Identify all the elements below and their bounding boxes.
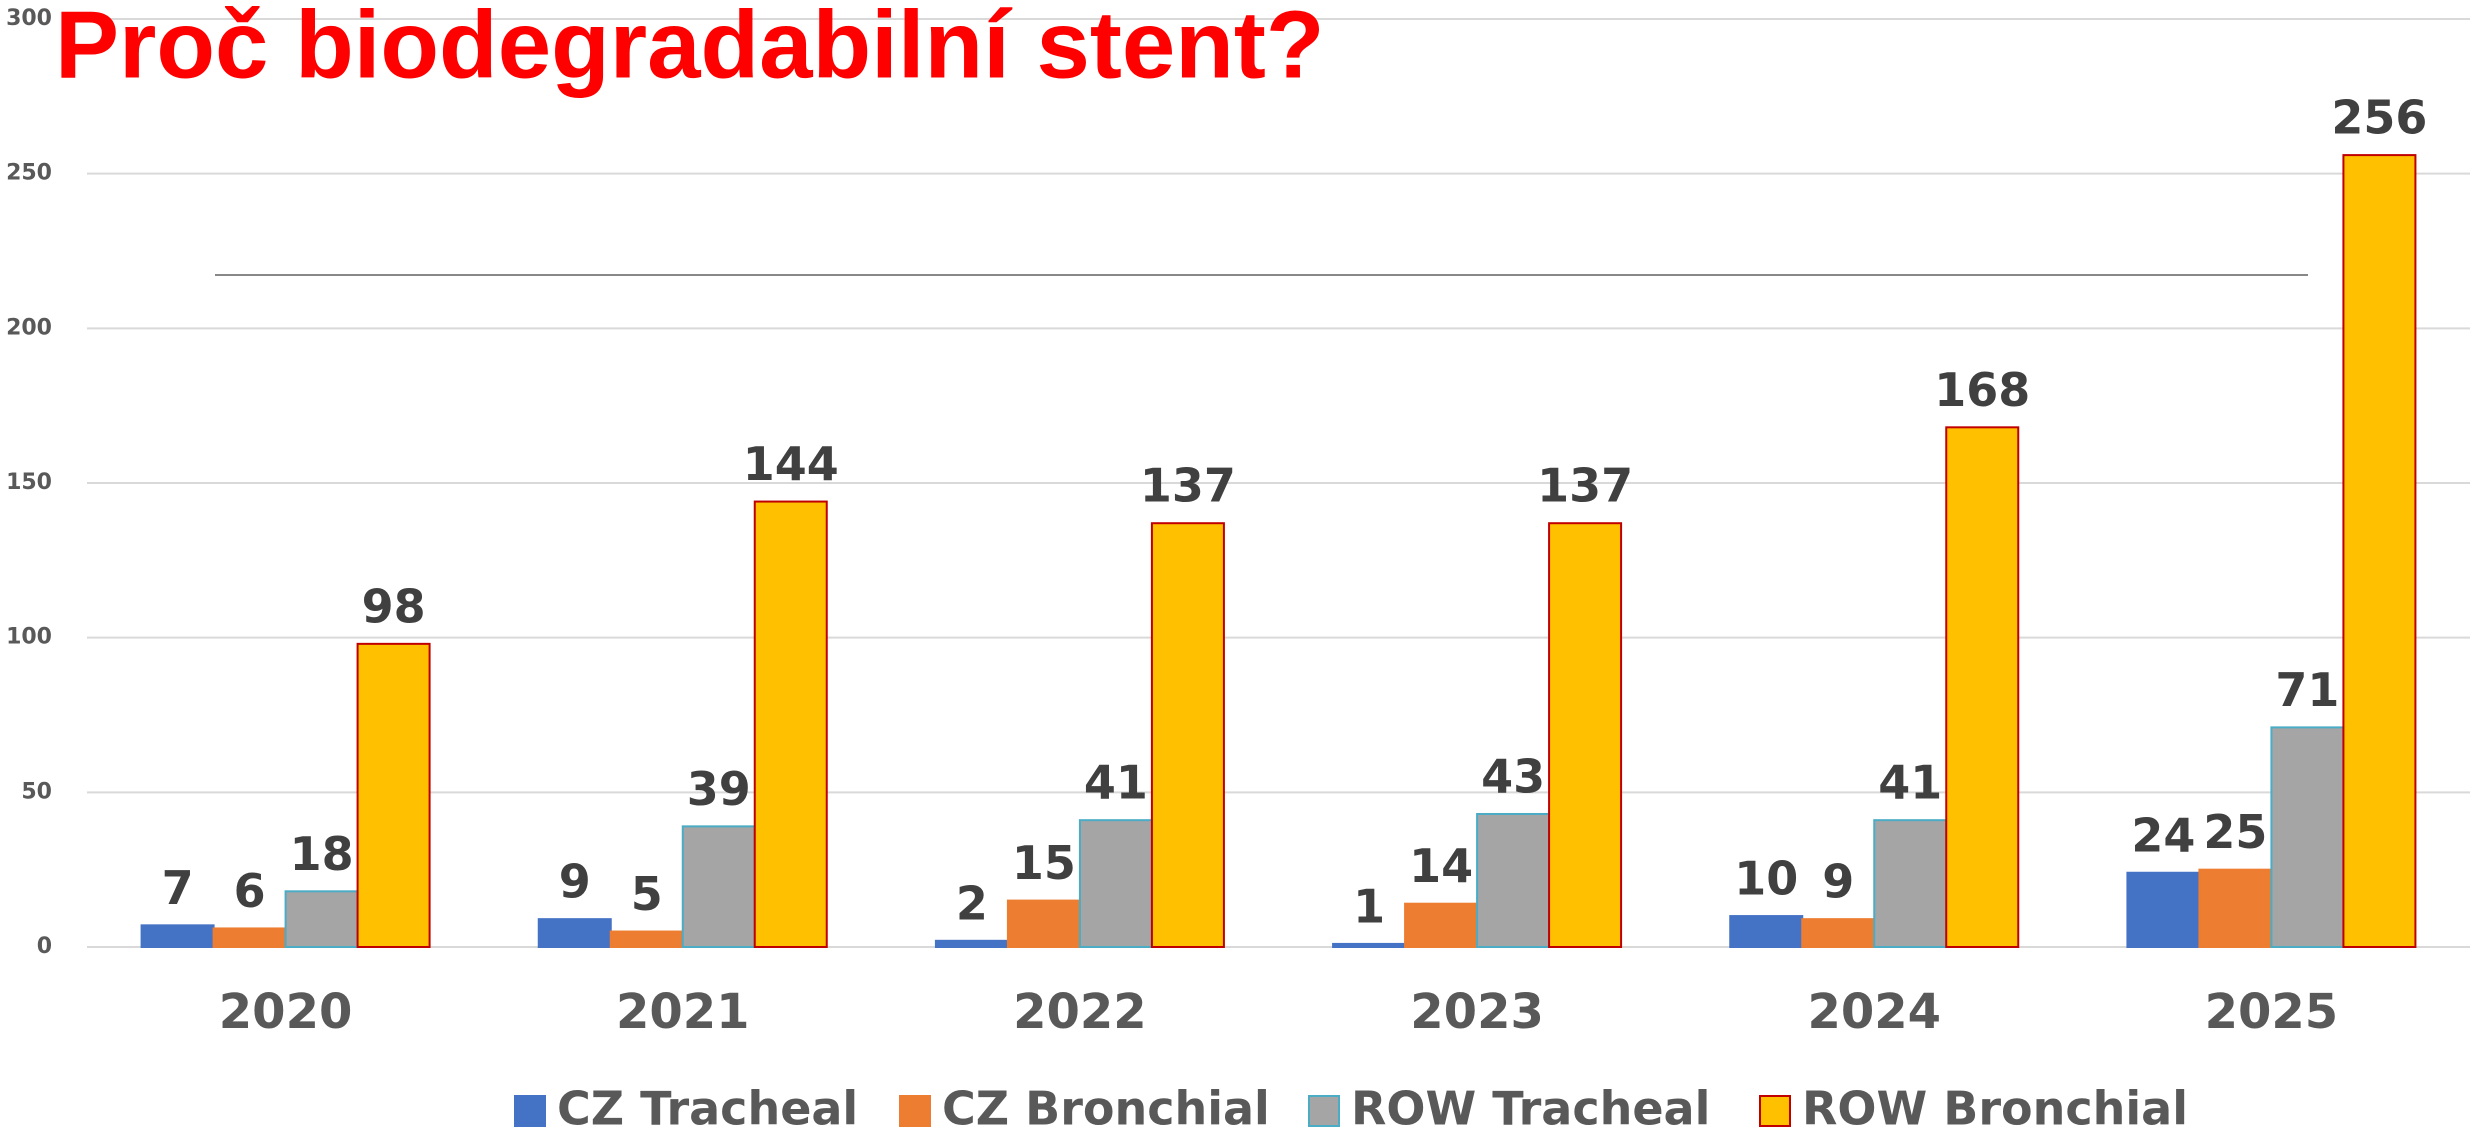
bar bbox=[1078, 819, 1153, 949]
bar bbox=[1476, 812, 1551, 949]
data-label: 71 bbox=[2275, 663, 2339, 717]
data-label: 10 bbox=[1734, 852, 1798, 906]
legend-swatch bbox=[1308, 1095, 1340, 1127]
y-tick-label: 50 bbox=[21, 779, 52, 804]
x-tick-label: 2023 bbox=[1410, 984, 1544, 1040]
bar bbox=[1150, 522, 1225, 948]
data-label: 137 bbox=[1537, 459, 1633, 513]
legend-swatch bbox=[899, 1095, 931, 1127]
data-label: 25 bbox=[2203, 805, 2267, 859]
x-tick-label: 2025 bbox=[2205, 984, 2339, 1040]
data-label: 98 bbox=[362, 579, 426, 633]
y-tick-label: 0 bbox=[37, 934, 52, 959]
data-label: 6 bbox=[234, 864, 266, 918]
x-tick-label: 2020 bbox=[219, 984, 353, 1040]
data-label: 41 bbox=[1084, 756, 1148, 810]
data-label: 41 bbox=[1878, 756, 1942, 810]
bar bbox=[1945, 426, 2020, 948]
chart-title: Proč biodegradabilní stent? bbox=[55, 0, 1324, 98]
x-tick-label: 2024 bbox=[1807, 984, 1941, 1040]
bar bbox=[356, 642, 431, 948]
data-label: 14 bbox=[1409, 839, 1473, 893]
y-tick-label: 100 bbox=[6, 625, 52, 650]
x-tick-label: 2021 bbox=[616, 984, 750, 1040]
bar bbox=[1332, 942, 1407, 949]
bar bbox=[2342, 154, 2417, 948]
bar bbox=[2198, 868, 2273, 949]
bar bbox=[1801, 918, 1876, 948]
bar bbox=[681, 825, 756, 948]
bar bbox=[140, 924, 215, 949]
data-label: 43 bbox=[1481, 749, 1545, 803]
y-tick-label: 250 bbox=[6, 161, 52, 186]
bar bbox=[2270, 726, 2345, 949]
data-label: 5 bbox=[631, 867, 663, 921]
bar bbox=[753, 500, 828, 948]
x-tick-label: 2022 bbox=[1013, 984, 1147, 1040]
data-label: 7 bbox=[162, 861, 194, 915]
legend-label: CZ Tracheal bbox=[557, 1082, 858, 1136]
bar bbox=[1006, 899, 1081, 948]
bar bbox=[934, 939, 1009, 949]
data-label: 39 bbox=[687, 762, 751, 816]
bar bbox=[1729, 915, 1804, 948]
data-label: 144 bbox=[743, 437, 839, 491]
data-label: 9 bbox=[1822, 855, 1854, 909]
bar bbox=[609, 930, 684, 948]
bar bbox=[537, 918, 612, 948]
data-label: 1 bbox=[1353, 879, 1385, 933]
legend-label: ROW Tracheal bbox=[1351, 1082, 1710, 1136]
legend-label: CZ Bronchial bbox=[942, 1082, 1270, 1136]
bar bbox=[2126, 871, 2201, 949]
legend-label: ROW Bronchial bbox=[1802, 1082, 2188, 1136]
data-label: 24 bbox=[2131, 808, 2195, 862]
legend-swatch bbox=[1759, 1095, 1791, 1127]
bar bbox=[1404, 902, 1479, 949]
data-label: 2 bbox=[956, 876, 988, 930]
legend-swatch bbox=[514, 1095, 546, 1127]
data-label: 15 bbox=[1012, 836, 1076, 890]
y-tick-label: 300 bbox=[6, 6, 52, 31]
bar bbox=[1548, 522, 1623, 948]
y-tick-label: 150 bbox=[6, 470, 52, 495]
data-label: 18 bbox=[290, 827, 354, 881]
bar bbox=[212, 927, 287, 949]
bar bbox=[284, 890, 359, 949]
data-label: 168 bbox=[1934, 363, 2030, 417]
data-label: 9 bbox=[559, 855, 591, 909]
data-label: 137 bbox=[1140, 459, 1236, 513]
bar bbox=[1873, 819, 1948, 949]
data-label: 256 bbox=[2331, 91, 2427, 145]
y-tick-label: 200 bbox=[6, 315, 52, 340]
